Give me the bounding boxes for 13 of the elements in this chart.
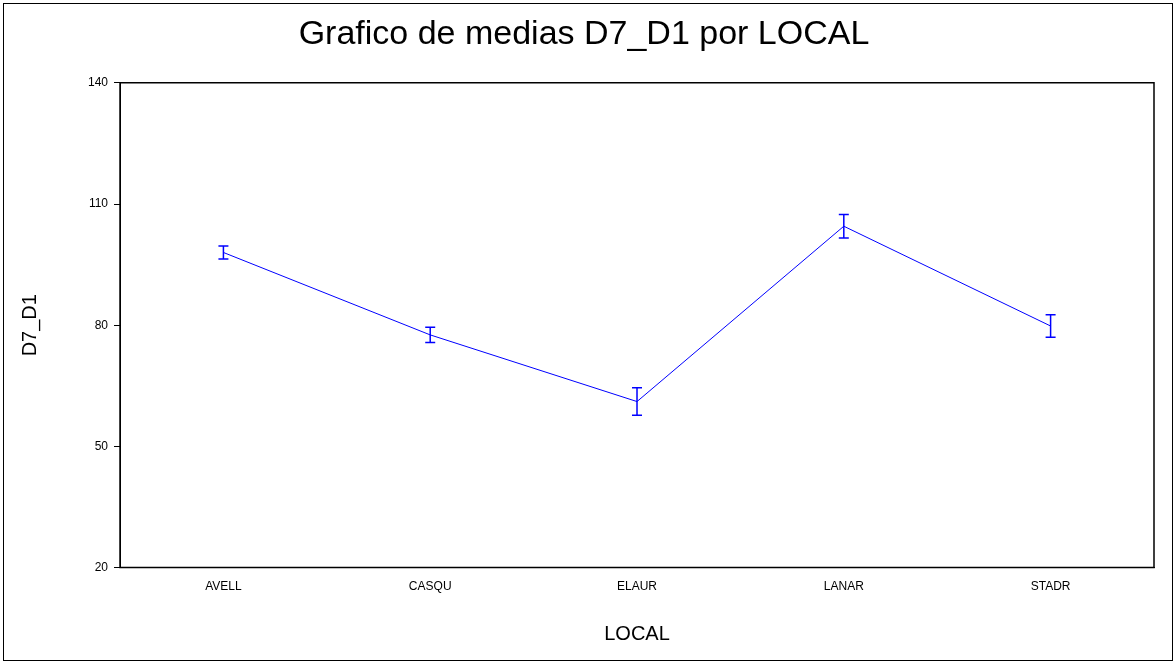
y-tick-label: 110 bbox=[88, 196, 109, 211]
y-tick-label: 80 bbox=[94, 317, 109, 332]
y-tick-label: 20 bbox=[94, 559, 109, 574]
x-axis-title: LOCAL bbox=[604, 621, 670, 644]
x-tick-label: CASQU bbox=[408, 579, 452, 594]
x-tick-label: LANAR bbox=[823, 579, 865, 594]
x-tick-label: AVELL bbox=[205, 579, 242, 594]
x-tick-label: STADR bbox=[1030, 579, 1071, 594]
y-axis-title: D7_D1 bbox=[17, 294, 41, 357]
chart-title: Grafico de medias D7_D1 por LOCAL bbox=[298, 12, 870, 51]
y-tick-label: 140 bbox=[87, 75, 109, 90]
y-tick-label: 50 bbox=[94, 438, 109, 453]
x-tick-label: ELAUR bbox=[617, 579, 658, 594]
